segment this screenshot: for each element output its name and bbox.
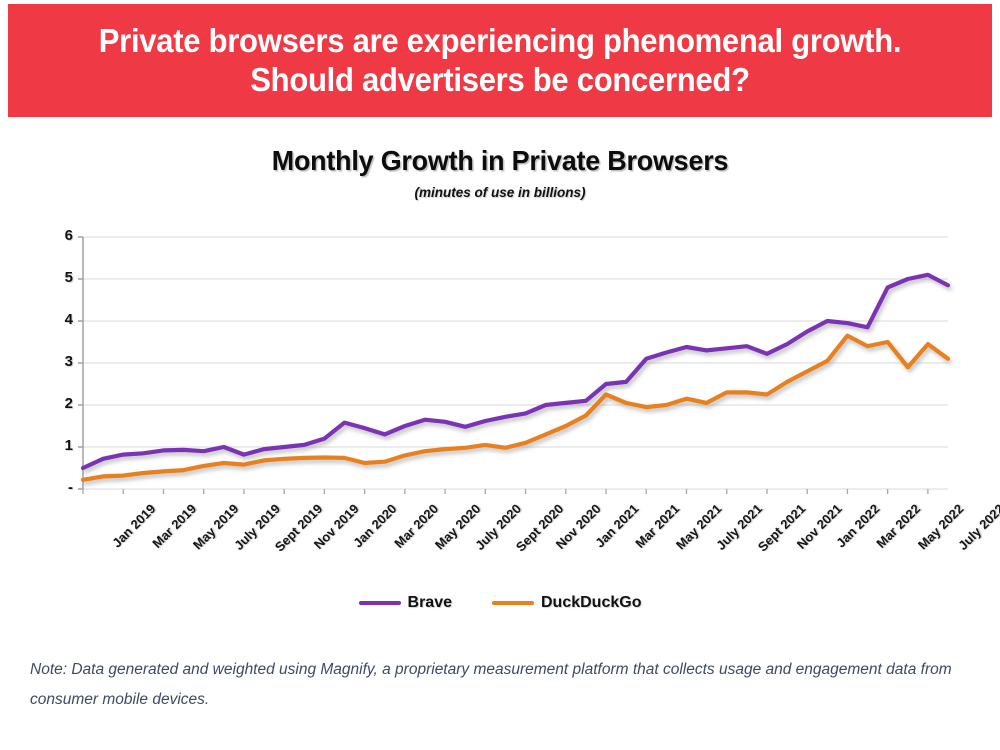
legend-label: DuckDuckGo: [541, 594, 642, 611]
legend-label: Brave: [407, 594, 452, 611]
line-chart-svg: [78, 236, 951, 494]
chart-card: Monthly Growth in Private Browsers (minu…: [0, 117, 1000, 637]
legend-item-brave[interactable]: Brave: [358, 594, 452, 612]
plot-area: -1 2 3 4 5 6 Jan 2019 Mar 2019 May 2019 July 2019…: [0, 117, 1000, 637]
headline-text: Private browsers are experiencing phenom…: [98, 21, 902, 98]
legend-item-duckduckgo[interactable]: DuckDuckGo: [492, 594, 641, 612]
footnote-text: Note: Data generated and weighted using …: [30, 661, 952, 709]
chart-subtitle: (minutes of use in billions): [414, 185, 586, 200]
legend-color-swatch: [492, 601, 534, 605]
legend-color-swatch: [358, 601, 401, 605]
chart-legend: Brave DuckDuckGo: [0, 594, 1000, 612]
chart-title: Monthly Growth in Private Browsers: [271, 145, 729, 176]
headline-banner: Private browsers are experiencing phenom…: [8, 4, 992, 117]
